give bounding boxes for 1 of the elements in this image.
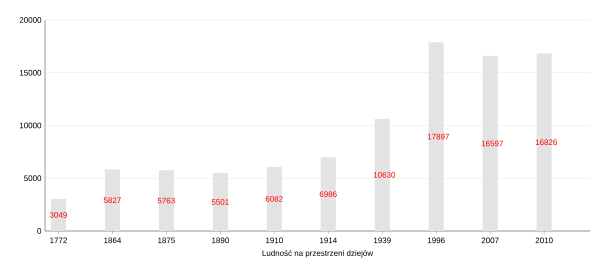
bar xyxy=(50,198,66,231)
